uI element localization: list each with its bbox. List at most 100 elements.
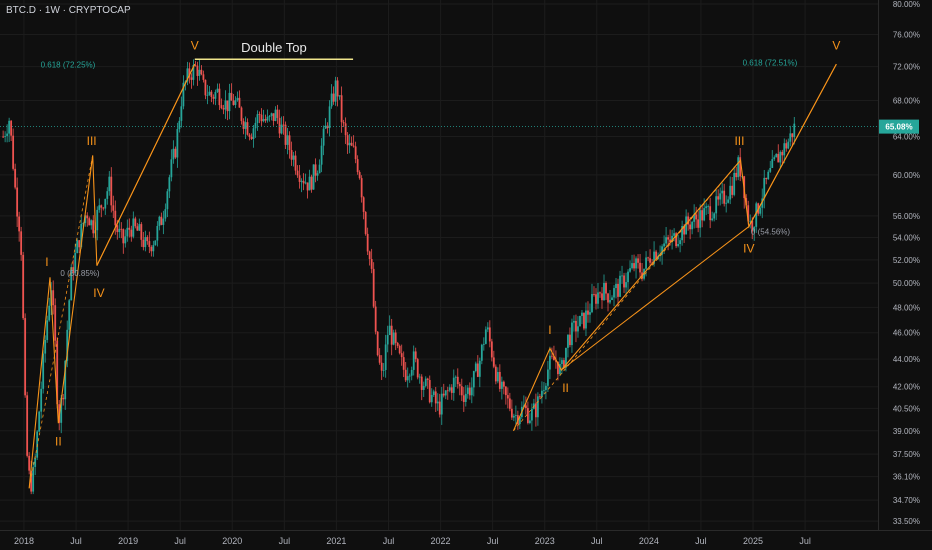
candle-body: [24, 318, 27, 396]
candle-body: [689, 224, 692, 230]
candle-body: [278, 117, 281, 134]
candle-body: [597, 292, 599, 304]
candle-body: [328, 106, 331, 129]
candle-body: [685, 216, 688, 235]
wave-label: III: [87, 134, 97, 148]
candle-body: [54, 305, 57, 341]
candle-body: [188, 68, 191, 78]
candle-body: [494, 366, 497, 382]
candle-body: [292, 155, 295, 160]
candle-body: [2, 136, 5, 138]
candle-body: [671, 235, 673, 243]
candle-body: [254, 122, 257, 129]
candle-body: [468, 387, 471, 396]
candle-body: [420, 376, 423, 390]
candle-body: [611, 297, 613, 301]
elliott-wave-line: [512, 63, 837, 431]
candle-body: [571, 322, 573, 346]
candle-body: [296, 170, 299, 176]
candle-body: [472, 371, 475, 388]
candle-body: [90, 220, 93, 226]
candle-body: [504, 386, 507, 396]
candle-body: [725, 202, 728, 204]
price-tick-label: 68.00%: [893, 97, 920, 106]
price-tick-label: 36.10%: [893, 473, 920, 482]
candle-body: [234, 100, 237, 105]
candle-body: [112, 205, 115, 211]
candle-body: [500, 381, 503, 389]
candle-body: [144, 237, 147, 248]
candle-body: [20, 231, 23, 255]
candle-body: [629, 268, 631, 272]
candle-body: [773, 157, 776, 160]
wave-label: I: [45, 255, 48, 269]
candle-body: [410, 369, 413, 376]
candle-body: [755, 203, 758, 227]
candle-body: [653, 251, 655, 264]
candle-body: [352, 145, 355, 147]
candle-body: [675, 233, 678, 247]
candle-body: [605, 282, 607, 294]
candle-body: [128, 227, 131, 230]
symbol-title[interactable]: BTC.D · 1W · CRYPTOCAP: [6, 5, 131, 16]
candle-body: [34, 457, 37, 467]
time-tick-label: 2019: [118, 536, 138, 546]
candle-body: [378, 355, 381, 363]
candle-body: [78, 240, 81, 248]
candle-body: [695, 214, 698, 220]
candle-body: [735, 172, 738, 178]
price-tick-label: 34.70%: [893, 496, 920, 505]
candle-body: [631, 263, 633, 269]
candle-body: [270, 113, 273, 117]
candle-body: [394, 332, 397, 343]
candle-body: [488, 327, 491, 342]
candle-body: [164, 209, 167, 219]
candle-body: [366, 233, 369, 252]
candle-body: [252, 128, 255, 139]
candle-body: [230, 92, 233, 101]
candle-body: [194, 64, 197, 66]
candle-body: [332, 93, 335, 102]
candle-body: [262, 119, 265, 122]
candle-body: [508, 398, 511, 409]
candle-body: [4, 135, 7, 137]
candle-body: [416, 359, 419, 378]
candle-body: [392, 332, 395, 345]
candle-body: [246, 122, 249, 135]
candle-body: [298, 175, 301, 182]
candle-body: [64, 360, 67, 400]
candle-body: [647, 257, 649, 259]
candle-body: [635, 258, 637, 269]
candle-body: [312, 164, 315, 190]
price-tick-label: 52.00%: [893, 256, 920, 265]
candle-body: [474, 363, 477, 372]
candle-body: [761, 198, 764, 208]
candle-body: [599, 292, 601, 294]
candle-body: [62, 397, 65, 400]
candle-body: [264, 119, 267, 121]
wave-label: V: [191, 39, 199, 53]
candle-body: [174, 148, 177, 158]
candle-body: [396, 342, 399, 346]
candle-body: [514, 415, 517, 416]
candle-body: [573, 320, 575, 323]
fibonacci-label: 0 (50.85%): [60, 269, 99, 278]
candle-body: [6, 133, 9, 136]
candle-body: [212, 96, 215, 99]
candle-body: [484, 329, 487, 344]
candle-body: [200, 69, 203, 75]
candle-body: [719, 193, 722, 200]
time-tick-label: 2018: [14, 536, 34, 546]
candle-body: [92, 220, 95, 234]
candle-body: [589, 312, 591, 315]
candle-body: [398, 345, 401, 354]
candle-body: [300, 180, 303, 182]
price-axis-border: [878, 0, 879, 530]
candle-body: [619, 275, 621, 297]
candle-body: [673, 233, 676, 236]
candle-body: [478, 360, 481, 377]
candle-body: [442, 393, 445, 396]
candle-body: [72, 267, 75, 273]
candle-body: [781, 151, 784, 156]
